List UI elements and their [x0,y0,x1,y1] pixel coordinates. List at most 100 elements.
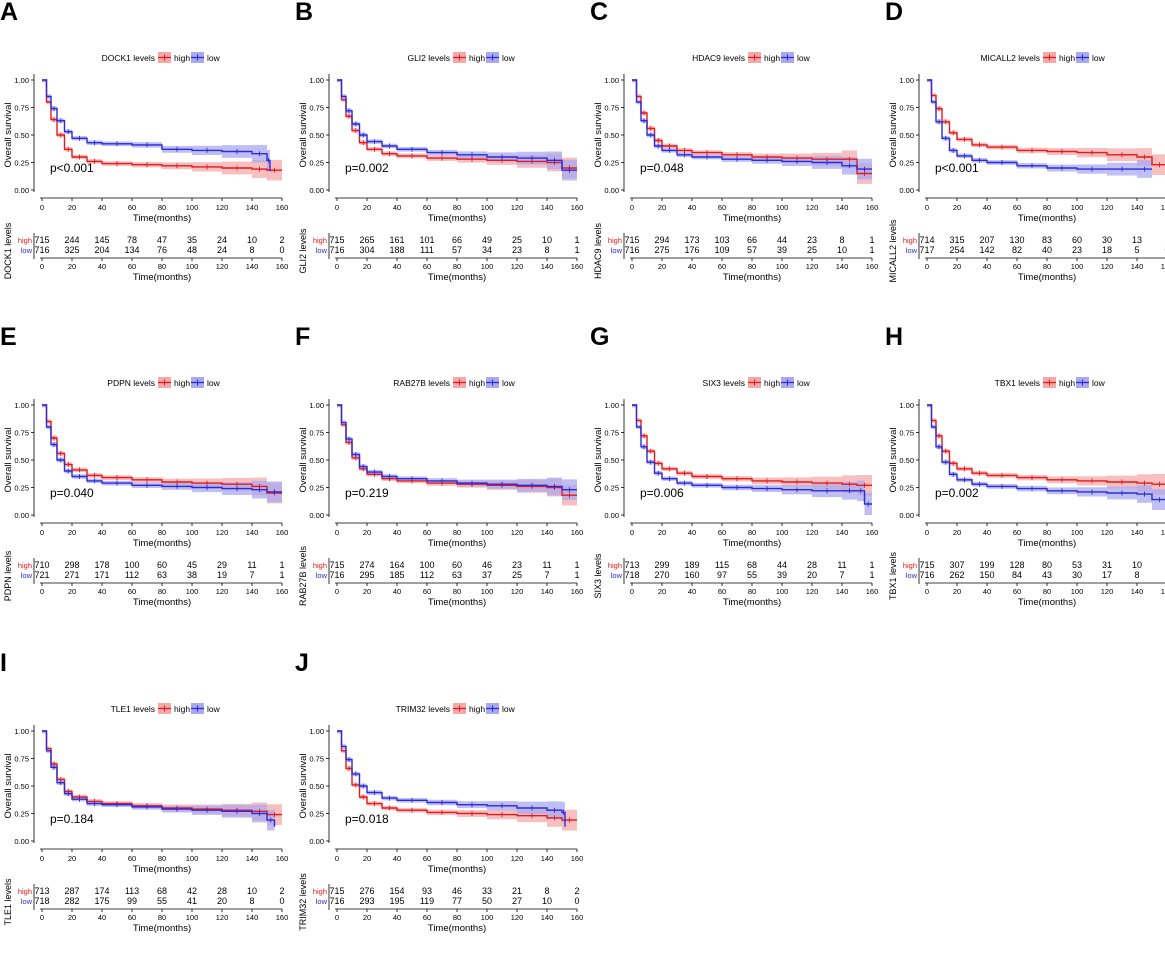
x-tick-label: 120 [216,854,229,863]
p-value-label: p=0.002 [935,486,979,500]
legend: PDPN levels high low [107,377,221,388]
risk-x-tick-label: 160 [1161,587,1165,596]
main-axes [31,725,283,852]
risk-count-low: 5 [1134,245,1139,255]
x-tick-label: 100 [1071,528,1084,537]
risk-x-axis-title: Time(months) [133,272,191,283]
risk-x-tick-label: 0 [630,262,634,271]
ci-band-low [42,405,282,504]
risk-count-high: 2 [279,235,284,245]
risk-count-high: 33 [482,886,492,896]
risk-x-tick-label: 100 [776,587,789,596]
panel-letter: F [295,323,311,351]
legend-title: PDPN levels [107,378,155,388]
risk-x-tick-label: 0 [40,587,44,596]
risk-x-tick-label: 40 [98,262,106,271]
y-tick-label: 0.00 [14,511,29,520]
risk-count-high: 60 [157,560,167,570]
km-panel-dock1: A DOCK1 levels high low 0.00 0.25 0.50 0.75 1.00… [0,0,290,320]
km-panel-hdac9: C HDAC9 levels high low 0.00 0.25 0.50 0.75 1.00… [590,0,880,320]
risk-x-tick-label: 60 [1013,587,1021,596]
risk-count-low: 34 [482,245,492,255]
x-tick-label: 160 [1161,203,1165,212]
risk-row-label-high: high [313,236,327,245]
survival-curves [337,404,577,508]
x-tick-label: 40 [393,854,401,863]
x-tick-label: 100 [1071,203,1084,212]
x-tick-label: 140 [541,854,554,863]
risk-count-low: 716 [624,245,639,255]
risk-count-high: 45 [187,560,197,570]
risk-x-tick-label: 80 [453,587,461,596]
risk-count-high: 23 [512,560,522,570]
p-value-label: p=0.184 [50,812,94,826]
x-tick-label: 80 [748,528,756,537]
ci-band-low [42,731,275,838]
risk-count-high: 44 [777,235,787,245]
x-tick-label: 140 [246,854,259,863]
risk-row-label-low: low [316,246,328,255]
risk-count-low: 195 [389,896,404,906]
x-axis-title: Time(months) [133,538,191,549]
survival-curves [42,730,282,838]
risk-count-low: 160 [684,570,699,580]
risk-x-tick-label: 40 [98,913,106,922]
y-axis-title: Overall survival [298,103,309,168]
y-tick-label: 0.25 [309,159,324,168]
x-tick-label: 0 [335,528,339,537]
survival-curves [337,79,577,183]
y-axis-title: Overall survival [593,103,604,168]
risk-count-high: 28 [807,560,817,570]
risk-count-high: 154 [389,886,404,896]
risk-count-low: 275 [654,245,669,255]
panel-letter: H [885,323,904,351]
risk-count-high: 28 [217,886,227,896]
risk-count-high: 100 [419,560,434,570]
risk-x-tick-label: 40 [983,262,991,271]
p-value-label: p=0.018 [345,812,389,826]
legend-high-label: high [174,53,190,63]
risk-count-low: 7 [544,570,549,580]
x-tick-label: 0 [335,203,339,212]
y-tick-label: 0.00 [604,186,619,195]
legend-title: DOCK1 levels [102,53,155,63]
censor-marks-low [53,106,269,163]
x-axis-title: Time(months) [428,213,486,224]
risk-x-tick-label: 120 [511,913,524,922]
y-tick-label: 0.00 [309,186,324,195]
y-tick-label: 0.00 [14,186,29,195]
x-axis-title: Time(months) [723,213,781,224]
y-tick-label: 0.25 [309,484,324,493]
legend-high-label: high [1059,53,1075,63]
risk-count-high: 68 [747,560,757,570]
risk-count-high: 715 [919,560,934,570]
km-panel-tbx1: H TBX1 levels high low 0.00 0.25 0.50 0.75 1.00 0… [885,325,1165,645]
risk-count-low: 55 [747,570,757,580]
risk-x-tick-label: 80 [158,262,166,271]
risk-x-tick-label: 120 [806,262,819,271]
x-tick-label: 0 [925,528,929,537]
risk-count-low: 175 [94,896,109,906]
x-tick-label: 100 [186,203,199,212]
risk-row-label-high: high [18,561,32,570]
km-panel-tle1: I TLE1 levels high low 0.00 0.25 0.50 0.75 1.00 0… [0,651,290,971]
risk-table-y-title: TBX1 levels [888,551,898,600]
risk-count-low: 1 [869,245,874,255]
survival-curves [337,730,577,838]
y-axis-title: Overall survival [593,428,604,493]
p-value-label: p=0.219 [345,486,389,500]
main-axes [326,399,578,526]
risk-count-high: 78 [127,235,137,245]
risk-count-high: 113 [125,886,139,896]
y-tick-label: 0.50 [309,131,324,140]
risk-count-low: 1 [869,570,874,580]
risk-count-high: 715 [329,886,344,896]
y-tick-label: 1.00 [309,727,324,736]
km-panel-six3: G SIX3 levels high low 0.00 0.25 0.50 0.75 1.00 0… [590,325,880,645]
legend-low-label: low [797,53,811,63]
risk-count-high: 244 [64,235,79,245]
risk-row-label-low: low [906,246,918,255]
risk-x-tick-label: 120 [806,587,819,596]
x-axis-title: Time(months) [723,538,781,549]
risk-count-low: 57 [747,245,757,255]
